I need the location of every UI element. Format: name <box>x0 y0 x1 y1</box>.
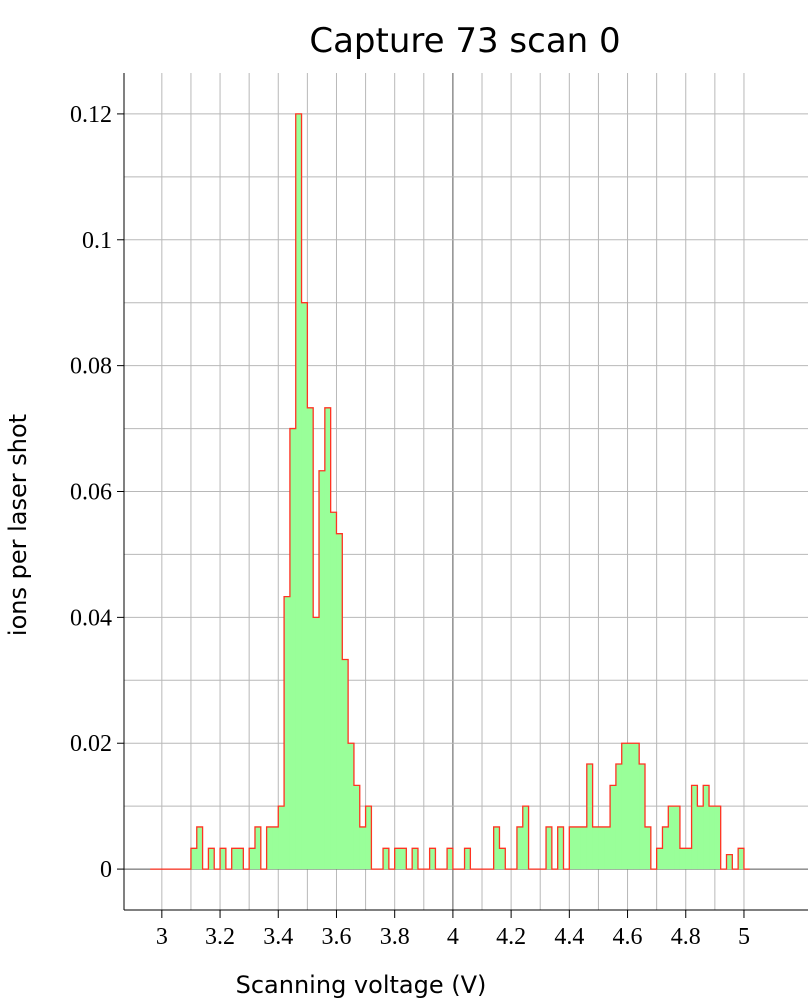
histogram-bin <box>249 848 255 870</box>
histogram-bin <box>580 826 587 870</box>
histogram-bin <box>493 826 500 870</box>
histogram-bin <box>709 806 715 870</box>
histogram-bin <box>598 826 605 870</box>
histogram-bin <box>365 806 372 870</box>
histogram-bin <box>557 826 564 870</box>
histogram-bin <box>319 470 325 870</box>
x-tick-label: 5 <box>738 924 750 950</box>
histogram-bin <box>400 848 407 870</box>
histogram-bin <box>429 848 436 870</box>
y-tick-label: 0.02 <box>70 731 112 757</box>
grid <box>124 73 808 910</box>
histogram-bin <box>674 806 680 870</box>
x-tick-label: 4.6 <box>613 924 643 950</box>
histogram-bin <box>633 743 640 870</box>
y-axis-ticks: 0 0.02 0.04 0.06 0.08 0.1 0.12 <box>70 102 124 883</box>
histogram-bin <box>278 806 285 870</box>
histogram-bin <box>336 533 343 870</box>
histogram-bin <box>464 848 471 870</box>
histogram-bin <box>685 848 692 870</box>
histogram-bin <box>359 826 366 870</box>
y-tick-label: 0.06 <box>70 480 112 506</box>
histogram-bin <box>383 848 389 870</box>
histogram-bin <box>284 596 290 870</box>
histogram-bin <box>254 826 261 870</box>
histogram-bin <box>516 826 523 870</box>
x-axis-ticks: 3 3.2 3.4 3.6 3.8 4 4.2 4.4 4.6 4.8 5 <box>156 910 750 950</box>
x-tick-label: 3 <box>156 924 168 950</box>
histogram-bin <box>190 848 197 870</box>
y-tick-label: 0.04 <box>70 605 112 631</box>
histogram-bin <box>662 826 669 870</box>
histogram-bin <box>621 743 628 870</box>
histogram-bin <box>394 848 401 870</box>
histogram-bin <box>237 848 244 870</box>
histogram-bin <box>307 407 314 870</box>
histogram-bin <box>412 848 418 870</box>
histogram-bin <box>342 659 349 870</box>
histogram-bin <box>679 848 686 870</box>
x-axis-title: Scanning voltage (V) <box>236 971 487 999</box>
x-tick-label: 3.6 <box>321 924 351 950</box>
histogram-bin <box>447 848 453 870</box>
histogram-bin <box>522 806 529 870</box>
histogram-bin <box>726 854 733 870</box>
histogram-bin <box>546 826 552 870</box>
histogram-bin <box>615 763 622 870</box>
x-tick-label: 3.2 <box>205 924 235 950</box>
x-tick-label: 3.8 <box>380 924 410 950</box>
x-tick-label: 4 <box>447 924 459 950</box>
y-tick-label: 0 <box>100 857 112 883</box>
histogram-bin <box>348 743 354 870</box>
histogram-bin <box>313 617 320 870</box>
histogram-bin <box>586 763 593 870</box>
x-tick-label: 3.4 <box>263 924 293 950</box>
histogram-bin <box>604 826 611 870</box>
histogram-bin <box>301 302 308 870</box>
histogram-bin <box>289 428 296 870</box>
histogram-bin <box>592 826 599 870</box>
histogram-bin <box>569 826 576 870</box>
histogram-bin <box>610 785 616 870</box>
y-tick-label: 0.08 <box>70 354 112 380</box>
histogram-bin <box>639 763 646 870</box>
histogram-bin <box>231 848 238 870</box>
histogram-series <box>150 113 750 870</box>
histogram-bin <box>220 848 226 870</box>
histogram-bin <box>697 806 704 870</box>
x-tick-label: 4.2 <box>496 924 526 950</box>
histogram-bin <box>295 113 302 870</box>
histogram-bin <box>324 407 331 870</box>
histogram-bin <box>645 826 651 870</box>
histogram-bin <box>656 848 663 870</box>
histogram-bin <box>208 848 215 870</box>
histogram-bin <box>738 848 744 870</box>
x-tick-label: 4.8 <box>671 924 701 950</box>
histogram-bin <box>499 848 506 870</box>
histogram-bin <box>266 826 273 870</box>
chart-title: Capture 73 scan 0 <box>309 21 620 61</box>
histogram-bin <box>353 785 360 870</box>
histogram-bin <box>575 826 581 870</box>
y-tick-label: 0.1 <box>82 228 112 254</box>
histogram-bin <box>703 785 710 870</box>
histogram-bin <box>668 806 675 870</box>
histogram-bin <box>627 743 634 870</box>
x-tick-label: 4.4 <box>554 924 584 950</box>
y-axis-title: ions per laser shot <box>4 414 32 636</box>
histogram-bin <box>196 826 203 870</box>
histogram-bin <box>272 826 279 870</box>
histogram-outline <box>150 113 750 870</box>
y-tick-label: 0.12 <box>70 102 112 128</box>
histogram-bin <box>714 806 721 870</box>
histogram-bin <box>691 785 698 870</box>
histogram-bin <box>330 512 337 870</box>
